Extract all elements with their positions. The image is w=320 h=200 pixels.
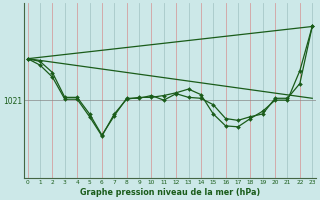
X-axis label: Graphe pression niveau de la mer (hPa): Graphe pression niveau de la mer (hPa) <box>80 188 260 197</box>
